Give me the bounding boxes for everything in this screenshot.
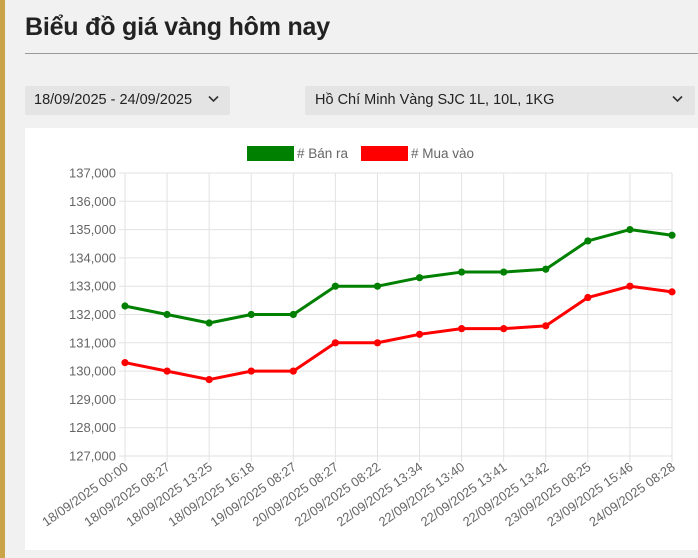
data-point — [668, 288, 676, 296]
date-range-value: 18/09/2025 - 24/09/2025 — [34, 92, 193, 108]
data-point — [205, 375, 213, 384]
y-tick-label: 130,000 — [69, 364, 116, 379]
data-point — [415, 330, 424, 338]
data-point — [500, 325, 508, 333]
data-point — [584, 293, 592, 302]
data-point — [626, 226, 634, 234]
series-line-2 — [124, 284, 673, 382]
data-point — [373, 282, 382, 290]
y-tick-label: 128,000 — [69, 420, 116, 435]
data-point — [289, 367, 297, 375]
data-point — [205, 319, 213, 327]
y-tick-label: 129,000 — [69, 392, 116, 407]
page-title: Biểu đồ giá vàng hôm nay — [25, 13, 330, 41]
y-tick-label: 133,000 — [69, 279, 116, 294]
legend-swatch — [361, 146, 408, 161]
data-point — [458, 325, 466, 333]
y-tick-label: 132,000 — [69, 307, 116, 322]
data-point — [626, 282, 634, 290]
y-tick-label: 136,000 — [69, 194, 116, 209]
data-point — [373, 339, 382, 347]
legend-label: # Mua vào — [411, 146, 474, 161]
title-divider — [25, 53, 698, 54]
data-point — [458, 268, 466, 276]
data-point — [121, 359, 129, 367]
y-tick-label: 127,000 — [69, 449, 116, 464]
chevron-down-icon — [208, 95, 219, 103]
date-range-select[interactable]: 18/09/2025 - 24/09/2025 — [25, 86, 230, 115]
data-point — [247, 367, 255, 375]
y-tick-label: 135,000 — [69, 222, 116, 237]
chevron-down-icon — [672, 95, 683, 103]
data-point — [247, 310, 255, 319]
data-point — [331, 282, 339, 290]
y-tick-label: 134,000 — [69, 250, 116, 265]
data-point — [163, 367, 171, 375]
data-point — [584, 237, 592, 245]
data-point — [542, 265, 550, 273]
data-point — [163, 310, 171, 319]
data-point — [668, 231, 676, 239]
legend-label: # Bán ra — [297, 146, 349, 161]
product-select[interactable]: Hồ Chí Minh Vàng SJC 1L, 10L, 1KG — [305, 86, 695, 115]
gold-price-panel: Biểu đồ giá vàng hôm nay 18/09/2025 - 24… — [5, 0, 698, 558]
y-tick-label: 137,000 — [69, 166, 116, 181]
y-tick-label: 131,000 — [69, 335, 116, 350]
data-point — [331, 339, 339, 347]
series-line-1 — [124, 228, 673, 325]
data-point — [289, 310, 297, 319]
data-point — [542, 322, 550, 330]
data-point — [415, 274, 424, 282]
legend-swatch — [247, 146, 294, 161]
chart-card: 127,000 128,000 129,000 130,000 131,000 132,0… — [25, 128, 698, 550]
price-line-chart: 127,000 128,000 129,000 130,000 131,000 132,0… — [39, 146, 678, 530]
data-point — [121, 302, 129, 310]
data-point — [500, 268, 508, 276]
product-value: Hồ Chí Minh Vàng SJC 1L, 10L, 1KG — [315, 92, 555, 108]
